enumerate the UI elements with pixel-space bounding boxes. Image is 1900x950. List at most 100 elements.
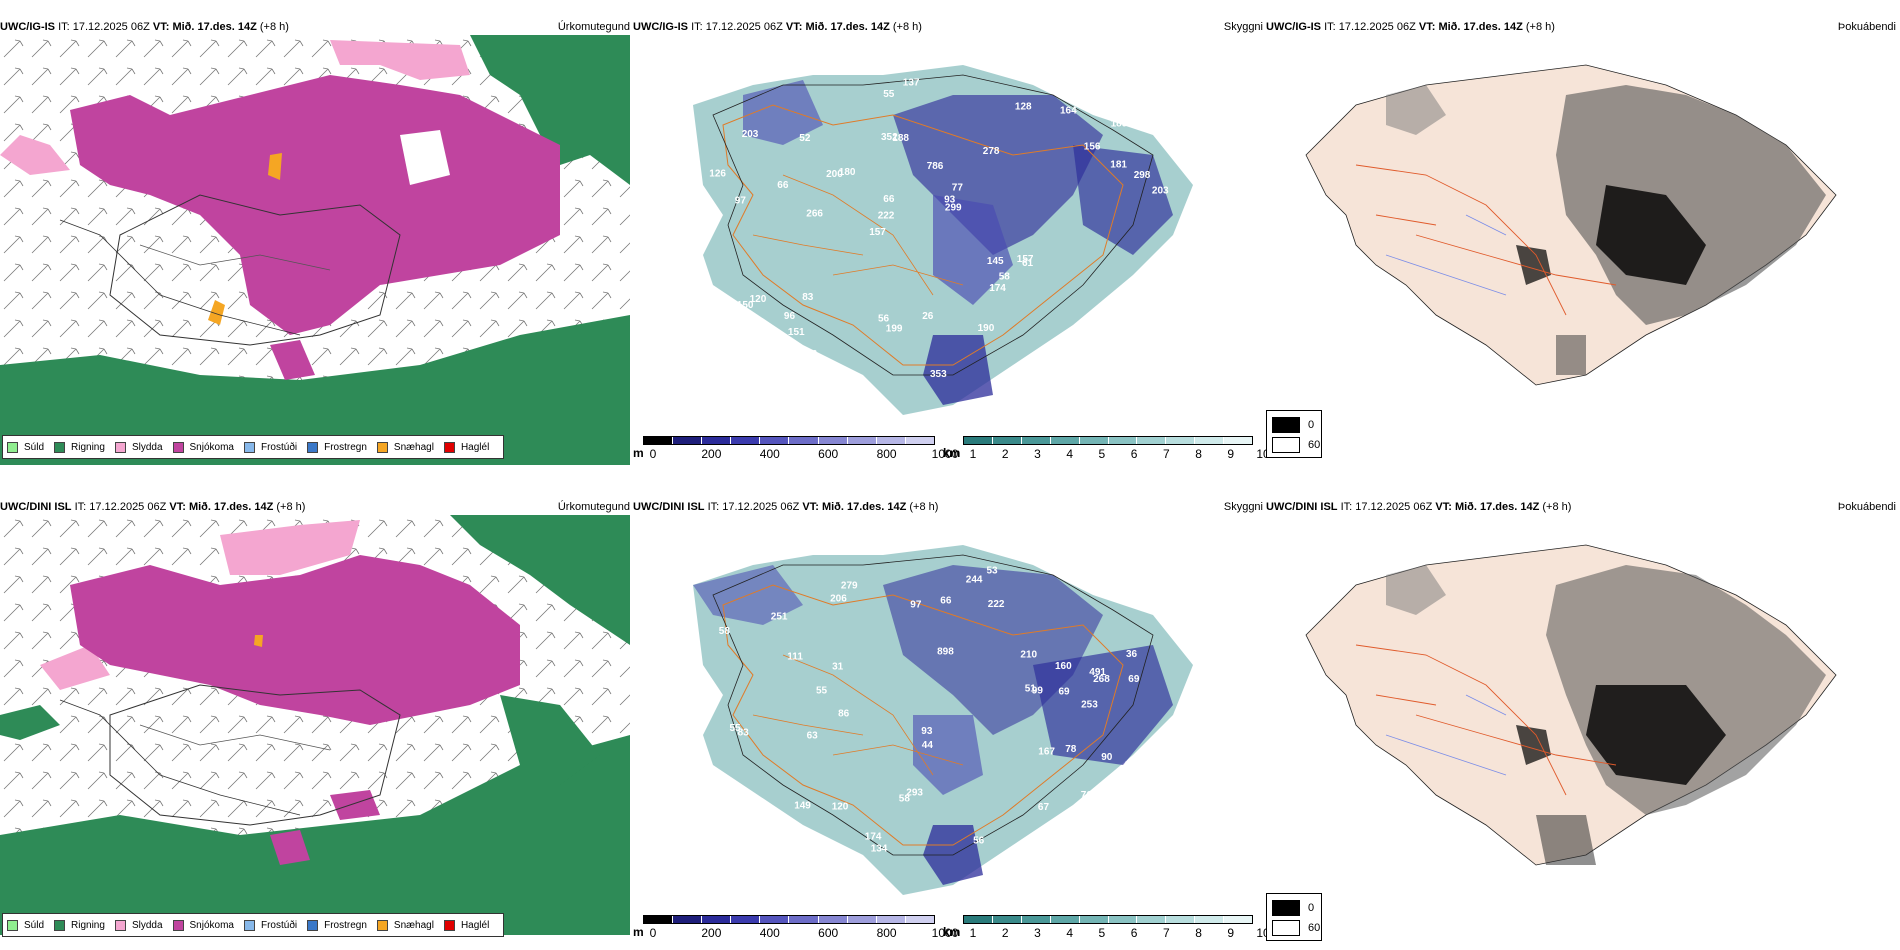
colorbar-segment <box>673 916 703 923</box>
colorbar-segment <box>1195 916 1225 923</box>
cloud-base-label: 253 <box>1081 700 1098 711</box>
colorbar-segment <box>964 437 993 444</box>
colorbar-tick-label: 0 <box>649 447 657 461</box>
cloud-base-label: 222 <box>988 599 1005 610</box>
cloud-base-label: 898 <box>937 647 954 658</box>
cloud-base-label: 266 <box>806 209 823 220</box>
colorbar-segment <box>876 437 906 444</box>
legend-swatch <box>54 441 66 453</box>
cloud-base-label: 210 <box>1020 649 1037 660</box>
cloud-base-label: 184 <box>1098 320 1115 331</box>
field-name: Skyggni <box>1223 501 1263 513</box>
cloud-base-label: 156 <box>1084 141 1101 152</box>
legend-label: Slydda <box>131 441 163 453</box>
legend-item: Frostúði <box>243 919 298 931</box>
cloud-base-label: 58 <box>999 271 1011 282</box>
model-name: UWC/IG-IS <box>633 21 688 33</box>
cloud-base-label: 213 <box>757 358 774 369</box>
cloud-base-label: 208 <box>1109 810 1126 821</box>
cloud-base-label: 137 <box>903 78 920 89</box>
vt-label: VT: <box>169 501 186 513</box>
legend-swatch <box>54 919 66 931</box>
fog-legend-row: 60 <box>1272 920 1320 936</box>
cloud-base-label: 181 <box>1110 160 1127 171</box>
colorbar-segment <box>847 916 877 923</box>
ceiling-unit: m <box>633 925 644 939</box>
colorbar-tick-label: 9 <box>1227 447 1235 461</box>
cloud-base-panel-bottom: UWC/DINI ISL IT: 17.12.2025 06Z VT: Mið.… <box>633 475 1270 950</box>
cloud-base-label: 44 <box>922 740 934 751</box>
legend-label: Frostúði <box>260 919 298 931</box>
fog-legend: 0 60 <box>1266 410 1322 458</box>
precip-type-map <box>0 35 630 465</box>
cloud-base-label: 203 <box>1152 186 1169 197</box>
legend-swatch <box>443 441 455 453</box>
panel-header: UWC/DINI ISL IT: 17.12.2025 06Z VT: Mið.… <box>1266 500 1898 514</box>
legend-swatch <box>243 919 255 931</box>
colorbar-segment <box>1195 437 1225 444</box>
cloud-base-label: 93 <box>944 194 956 205</box>
cloud-base-label: 128 <box>1015 102 1032 113</box>
fog-panel-bottom: UWC/DINI ISL IT: 17.12.2025 06Z VT: Mið.… <box>1266 475 1898 950</box>
colorbar-tick-label: 600 <box>818 447 839 461</box>
colorbar-tick-label: 1 <box>969 447 977 461</box>
cloud-base-label: 56 <box>1125 761 1137 772</box>
cloud-base-label: 55 <box>883 89 895 100</box>
legend-label: Haglél <box>460 919 490 931</box>
colorbar-segment <box>992 916 1022 923</box>
cloud-base-label: 12 <box>1142 108 1154 119</box>
precip-legend: Súld Rigning Slydda Snjókoma Frostúði Frostre… <box>2 435 505 459</box>
cloud-base-label: 11 <box>716 340 727 351</box>
panel-header: UWC/DINI ISL IT: 17.12.2025 06Z VT: Mið.… <box>0 500 632 514</box>
legend-swatch <box>7 919 18 931</box>
cloud-base-label: 786 <box>927 161 944 172</box>
cloud-base-label: 163 <box>721 359 738 370</box>
cloud-base-label: 78 <box>1065 744 1077 755</box>
legend-item: Slydda <box>114 919 163 931</box>
ceiling-unit: m <box>633 446 644 460</box>
legend-item: Frostúði <box>243 441 297 453</box>
cloud-base-label: 352 <box>881 132 898 143</box>
model-name: UWC/IG-IS <box>1266 21 1321 33</box>
legend-item: Frostregn <box>307 441 367 453</box>
cloud-base-label: 279 <box>841 580 858 591</box>
vt-label: VT: <box>1435 501 1452 513</box>
cloud-base-label: 56 <box>878 314 890 325</box>
cloud-base-label: 190 <box>978 323 995 334</box>
colorbar-segment <box>760 916 790 923</box>
colorbar-segment <box>702 437 732 444</box>
colorbar-segment <box>1108 437 1138 444</box>
colorbar-segment <box>731 437 761 444</box>
legend-item: Snæhagl <box>376 441 434 453</box>
legend-item: Frostregn <box>307 919 367 931</box>
legend-label: Súld <box>24 919 45 931</box>
legend-swatch <box>243 441 255 453</box>
cloud-base-label: 97 <box>910 600 922 611</box>
cloud-base-label: 96 <box>784 311 796 322</box>
lead-time: (+8 h) <box>1542 501 1572 513</box>
fog-legend-label: 60 <box>1308 922 1321 934</box>
fog-panel-top: UWC/IG-IS IT: 17.12.2025 06Z VT: Mið. 17… <box>1266 0 1898 475</box>
colorbar-segment <box>1137 437 1167 444</box>
cloud-base-label: 174 <box>989 283 1006 294</box>
cloud-base-label: 56 <box>973 835 985 846</box>
legend-swatch <box>7 441 18 453</box>
cloud-base-label: 299 <box>945 203 962 214</box>
field-name: Skyggni <box>1223 21 1263 33</box>
it-label: IT: <box>74 501 87 513</box>
colorbar-segment <box>673 437 703 444</box>
visibility-unit: km <box>943 925 961 939</box>
cloud-base-label: 200 <box>826 169 843 180</box>
colorbar-tick-label: 2 <box>1001 926 1009 940</box>
field-name: Úrkomutegund <box>557 501 630 513</box>
cloud-base-label: 58 <box>899 794 911 805</box>
cloud-base-label: 188 <box>892 133 909 144</box>
legend-swatch <box>307 919 319 931</box>
legend-swatch <box>114 441 126 453</box>
fog-legend: 0 60 <box>1266 893 1322 941</box>
colorbar-segment <box>876 916 906 923</box>
fog-swatch-light <box>1272 920 1300 936</box>
cloud-base-label: 66 <box>883 194 895 205</box>
lead-time: (+8 h) <box>259 21 289 33</box>
cloud-base-label: 61 <box>1022 258 1034 269</box>
